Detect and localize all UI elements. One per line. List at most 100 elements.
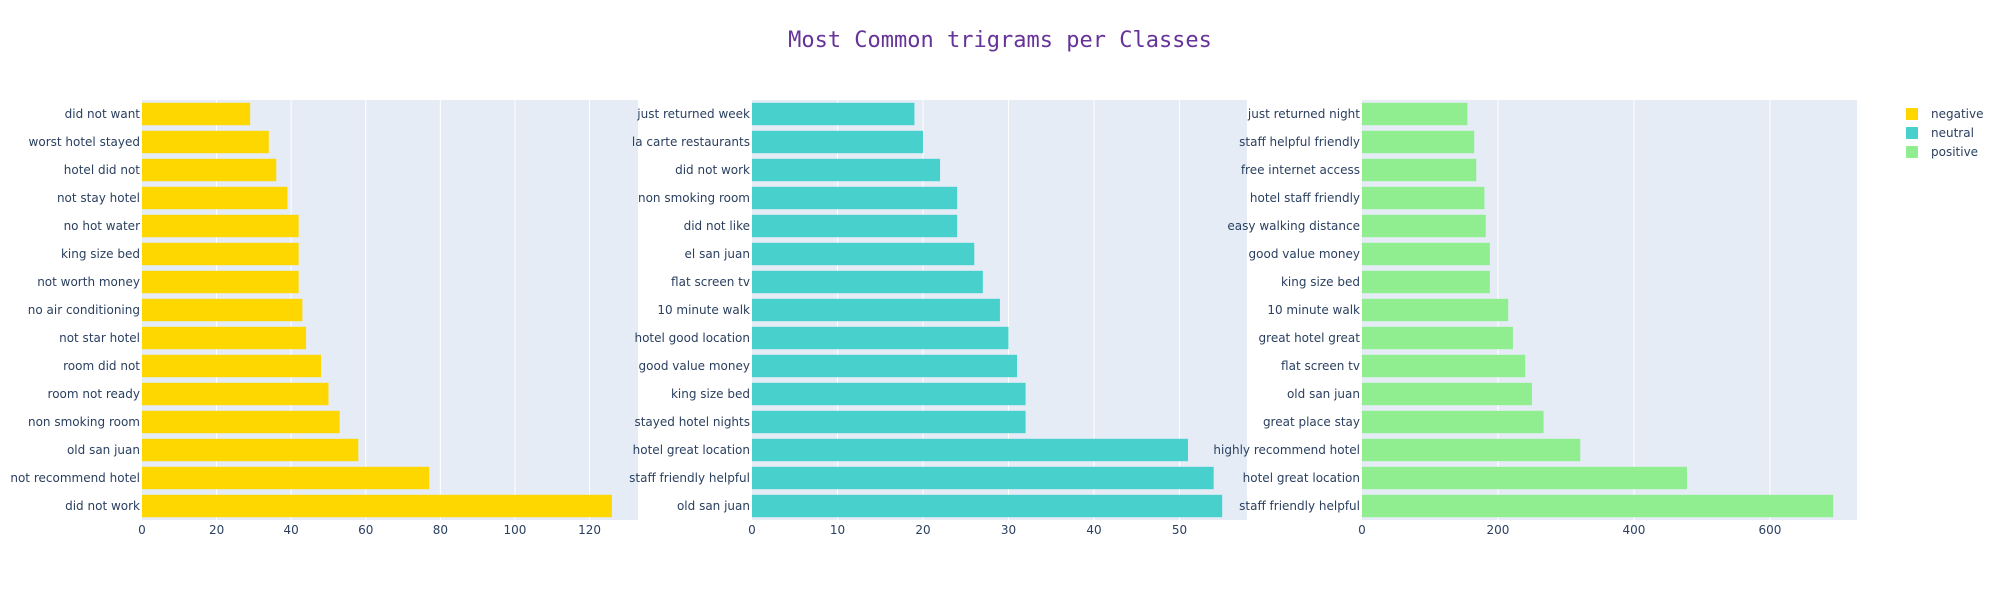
- y-tick-label: easy walking distance: [1227, 219, 1360, 233]
- bar[interactable]: [142, 158, 277, 182]
- bar[interactable]: [1362, 158, 1477, 182]
- bar[interactable]: [1362, 410, 1544, 434]
- bar[interactable]: [752, 214, 958, 238]
- y-tick-label: no hot water: [64, 219, 140, 233]
- bar[interactable]: [752, 326, 1009, 350]
- y-tick-label: no air conditioning: [28, 303, 140, 317]
- bar[interactable]: [142, 214, 299, 238]
- bar[interactable]: [752, 158, 941, 182]
- y-tick-label: hotel great location: [1243, 471, 1360, 485]
- bar[interactable]: [1362, 326, 1513, 350]
- bar[interactable]: [1362, 494, 1834, 518]
- bar[interactable]: [142, 466, 430, 490]
- bar[interactable]: [1362, 438, 1581, 462]
- bar[interactable]: [1362, 130, 1475, 154]
- bar[interactable]: [142, 438, 359, 462]
- bar[interactable]: [1362, 214, 1486, 238]
- bar[interactable]: [142, 494, 612, 518]
- bar[interactable]: [752, 242, 975, 266]
- y-tick-label: hotel staff friendly: [1250, 191, 1360, 205]
- y-tick-label: room did not: [63, 359, 140, 373]
- y-tick-label: hotel good location: [634, 331, 750, 345]
- y-tick-label: worst hotel stayed: [29, 135, 140, 149]
- x-tick-label: 20: [209, 523, 224, 537]
- bar[interactable]: [1362, 186, 1485, 210]
- x-tick-label: 40: [1086, 523, 1101, 537]
- legend-item-positive[interactable]: positive: [1906, 145, 1978, 159]
- legend-item-neutral[interactable]: neutral: [1906, 126, 1974, 140]
- bar[interactable]: [142, 298, 303, 322]
- bar[interactable]: [142, 382, 329, 406]
- bar[interactable]: [142, 270, 299, 294]
- bar[interactable]: [1362, 242, 1490, 266]
- x-tick-label: 30: [1001, 523, 1016, 537]
- legend-swatch: [1906, 127, 1918, 139]
- bar[interactable]: [142, 410, 340, 434]
- x-tick-label: 200: [1487, 523, 1510, 537]
- bar[interactable]: [142, 242, 299, 266]
- bar[interactable]: [1362, 298, 1509, 322]
- bar[interactable]: [752, 130, 923, 154]
- y-tick-label: highly recommend hotel: [1213, 443, 1360, 457]
- bar[interactable]: [1362, 354, 1526, 378]
- bar[interactable]: [752, 438, 1189, 462]
- y-tick-label: 10 minute walk: [657, 303, 750, 317]
- legend-label: neutral: [1931, 126, 1974, 140]
- x-tick-label: 0: [748, 523, 756, 537]
- x-tick-label: 10: [830, 523, 845, 537]
- y-tick-label: just returned night: [1247, 107, 1360, 121]
- y-tick-label: non smoking room: [638, 191, 750, 205]
- bar[interactable]: [752, 494, 1223, 518]
- x-tick-label: 20: [915, 523, 930, 537]
- bar[interactable]: [752, 186, 958, 210]
- legend[interactable]: negative neutral positive: [1906, 107, 1983, 159]
- y-tick-label: old san juan: [67, 443, 140, 457]
- bar[interactable]: [142, 326, 307, 350]
- bar[interactable]: [142, 102, 251, 126]
- y-tick-label: king size bed: [1281, 275, 1360, 289]
- x-tick-label: 50: [1172, 523, 1187, 537]
- bar[interactable]: [752, 466, 1214, 490]
- y-tick-label: great hotel great: [1259, 331, 1361, 345]
- bar[interactable]: [142, 186, 288, 210]
- y-tick-label: king size bed: [61, 247, 140, 261]
- legend-item-negative[interactable]: negative: [1906, 107, 1983, 121]
- chart-title: Most Common trigrams per Classes: [788, 28, 1212, 53]
- y-tick-label: la carte restaurants: [632, 135, 750, 149]
- y-tick-label: not recommend hotel: [10, 471, 140, 485]
- legend-swatch: [1906, 108, 1918, 120]
- x-tick-label: 400: [1623, 523, 1646, 537]
- y-tick-label: flat screen tv: [1281, 359, 1360, 373]
- y-tick-label: did not work: [65, 499, 140, 513]
- subplot-negative: did not want worst hotel stayed hotel did …: [10, 100, 638, 537]
- y-tick-label: old san juan: [677, 499, 750, 513]
- bar[interactable]: [1362, 466, 1688, 490]
- y-tick-label: did not work: [675, 163, 750, 177]
- bar[interactable]: [142, 354, 322, 378]
- bar[interactable]: [752, 382, 1026, 406]
- bar[interactable]: [1362, 270, 1490, 294]
- legend-swatch: [1906, 146, 1918, 158]
- bar[interactable]: [752, 410, 1026, 434]
- y-tick-label: king size bed: [671, 387, 750, 401]
- bar[interactable]: [752, 102, 915, 126]
- x-tick-label: 0: [138, 523, 146, 537]
- y-tick-label: old san juan: [1287, 387, 1360, 401]
- y-tick-label: el san juan: [685, 247, 750, 261]
- subplots: did not want worst hotel stayed hotel did …: [10, 100, 1857, 537]
- y-tick-label: did not like: [684, 219, 750, 233]
- y-tick-label: not star hotel: [59, 331, 140, 345]
- subplot-neutral: just returned week la carte restaurants di…: [629, 100, 1247, 537]
- bar[interactable]: [752, 270, 983, 294]
- x-tick-label: 600: [1759, 523, 1782, 537]
- y-tick-label: free internet access: [1241, 163, 1360, 177]
- x-tick-label: 80: [433, 523, 448, 537]
- bar[interactable]: [142, 130, 269, 154]
- y-tick-label: not worth money: [37, 275, 140, 289]
- bar[interactable]: [752, 354, 1018, 378]
- bar[interactable]: [1362, 382, 1532, 406]
- bar[interactable]: [752, 298, 1000, 322]
- bar[interactable]: [1362, 102, 1468, 126]
- y-tick-label: good value money: [1249, 247, 1360, 261]
